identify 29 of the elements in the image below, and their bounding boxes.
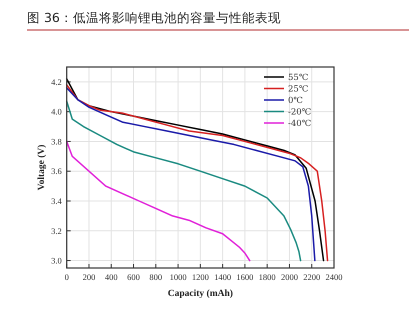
- y-tick-label: 3.8: [51, 136, 62, 146]
- x-tick-label: 1600: [236, 272, 254, 282]
- x-tick-label: 1200: [192, 272, 209, 282]
- legend-label: -20℃: [288, 108, 312, 118]
- x-tick-label: 400: [104, 272, 118, 282]
- x-tick-label: 800: [149, 272, 162, 282]
- x-tick-label: 200: [82, 272, 96, 282]
- x-tick-label: 1800: [258, 272, 276, 282]
- y-tick-label: 3.4: [51, 196, 62, 206]
- legend-label: 0℃: [288, 96, 303, 106]
- x-tick-label: 2400: [326, 272, 342, 282]
- legend-label: -40℃: [288, 119, 312, 129]
- chart-title: 图 36：低温将影响锂电池的容量与性能表现: [27, 10, 281, 25]
- x-tick-label: 600: [127, 272, 140, 282]
- x-tick-label: 1000: [170, 272, 187, 282]
- y-tick-label: 3.0: [51, 256, 62, 266]
- x-tick-label: 1400: [214, 272, 232, 282]
- legend-label: 25℃: [288, 84, 308, 94]
- x-tick-label: 0: [64, 272, 69, 282]
- y-tick-label: 4.2: [51, 76, 62, 87]
- y-axis-title: Voltage (V): [37, 144, 47, 190]
- y-tick-label: 4.0: [51, 106, 62, 117]
- x-axis-title: Capacity (mAh): [168, 289, 233, 299]
- legend-label: 55℃: [288, 73, 308, 83]
- y-tick-label: 3.6: [51, 166, 62, 176]
- x-tick-label: 2000: [280, 272, 298, 282]
- line-series: [66, 140, 250, 262]
- y-tick-label: 3.2: [51, 226, 62, 236]
- x-tick-label: 2200: [303, 272, 320, 282]
